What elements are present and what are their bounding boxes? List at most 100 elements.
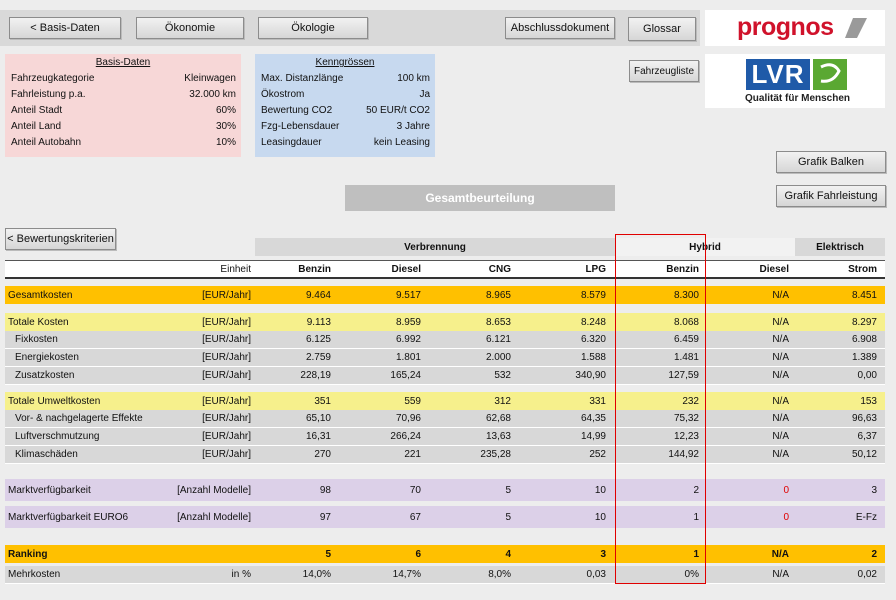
glossar-button[interactable]: Glossar — [628, 17, 696, 41]
cell: 5 — [505, 484, 511, 496]
cell: N/A — [772, 334, 789, 345]
cell: 13,63 — [485, 431, 511, 442]
cell: N/A — [772, 431, 789, 442]
kenn-value: Ja — [419, 88, 430, 100]
cell: 8.965 — [485, 289, 511, 301]
cell: N/A — [771, 548, 789, 560]
table-row-mehrkosten: Mehrkosten in % 14,0% 14,7% 8,0% 0,03 0%… — [5, 566, 885, 584]
basis-daten-button[interactable]: < Basis-Daten — [9, 17, 121, 39]
cell: 127,59 — [668, 370, 699, 381]
row-label: Klimaschäden — [15, 449, 78, 460]
row-label: Totale Umweltkosten — [8, 395, 101, 407]
cell: 1.588 — [580, 352, 606, 363]
col-header: LPG — [585, 263, 606, 275]
cell: 2 — [871, 548, 877, 560]
kenn-row: Fzg-Lebensdauer 3 Jahre — [255, 118, 435, 134]
basis-label: Anteil Land — [11, 120, 62, 132]
col-header: Diesel — [391, 263, 421, 275]
basis-row: Fahrleistung p.a. 32.000 km — [5, 86, 241, 102]
kenn-row: Ökostrom Ja — [255, 86, 435, 102]
basis-label: Fahrleistung p.a. — [11, 88, 86, 100]
row-unit: [EUR/Jahr] — [202, 413, 251, 424]
col-header: Strom — [848, 263, 877, 275]
col-header: CNG — [488, 263, 511, 275]
row-label: Ranking — [8, 548, 48, 560]
row-unit: [EUR/Jahr] — [202, 289, 251, 301]
cell: 6.121 — [485, 334, 511, 345]
cell: 6.320 — [580, 334, 606, 345]
row-unit: [EUR/Jahr] — [202, 334, 251, 345]
cell: 8.579 — [580, 289, 606, 301]
basis-value: 32.000 km — [189, 88, 236, 100]
basis-value: Kleinwagen — [184, 72, 236, 84]
cell: 70,96 — [395, 413, 421, 424]
cell: 10 — [594, 511, 606, 523]
bewertungskriterien-button[interactable]: < Bewertungskriterien — [5, 228, 116, 250]
cell: 8,0% — [488, 569, 511, 580]
basis-value: 60% — [215, 104, 236, 116]
cell: 8.300 — [673, 289, 699, 301]
lvr-logo: LVR Qualität für Menschen — [705, 54, 885, 108]
cell: 1 — [693, 511, 699, 523]
cell: 351 — [314, 395, 331, 407]
cell: 97 — [319, 511, 331, 523]
cell: 8.248 — [580, 316, 606, 328]
group-header-elektrisch: Elektrisch — [795, 238, 885, 256]
cell: N/A — [772, 289, 789, 301]
cell: 1.389 — [851, 352, 877, 363]
lvr-tagline: Qualität für Menschen — [745, 93, 851, 104]
cell: 8.297 — [851, 316, 877, 328]
row-label: Marktverfügbarkeit — [8, 484, 91, 496]
table-row-marktverfuegbarkeit: Marktverfügbarkeit [Anzahl Modelle] 98 7… — [5, 479, 885, 501]
cell: N/A — [772, 569, 789, 580]
cell: 221 — [404, 449, 421, 460]
table-row-fixkosten: Fixkosten [EUR/Jahr] 6.125 6.992 6.121 6… — [5, 331, 885, 349]
oekologie-button[interactable]: Ökologie — [258, 17, 368, 39]
cell: 12,23 — [673, 431, 699, 442]
cell: 6,37 — [857, 431, 877, 442]
cell: 9.464 — [305, 289, 331, 301]
cell: 228,19 — [300, 370, 331, 381]
kenn-label: Ökostrom — [261, 88, 305, 100]
kenn-row: Max. Distanzlänge 100 km — [255, 70, 435, 86]
fahrzeugliste-button[interactable]: Fahrzeugliste — [629, 60, 699, 82]
cell: 232 — [682, 395, 699, 407]
cell: 8.959 — [395, 316, 421, 328]
basis-row: Anteil Land 30% — [5, 118, 241, 134]
cell: 1.801 — [395, 352, 421, 363]
kenn-value: kein Leasing — [373, 136, 430, 148]
cell: 0,02 — [857, 569, 877, 580]
cell: 153 — [860, 395, 877, 407]
grafik-fahrleistung-button[interactable]: Grafik Fahrleistung — [776, 185, 886, 207]
cell: 340,90 — [575, 370, 606, 381]
cell: 1.481 — [673, 352, 699, 363]
group-header-verbrennung: Verbrennung — [255, 238, 615, 256]
col-header: Benzin — [666, 263, 699, 275]
header-einheit: Einheit — [220, 263, 251, 275]
col-header: Benzin — [298, 263, 331, 275]
cell: 235,28 — [480, 449, 511, 460]
cell: 144,92 — [668, 449, 699, 460]
cell: N/A — [772, 370, 789, 381]
table-row-klimaschaeden: Klimaschäden [EUR/Jahr] 270 221 235,28 2… — [5, 446, 885, 464]
row-unit: [EUR/Jahr] — [202, 395, 251, 407]
prognos-wedge-icon — [845, 18, 867, 38]
row-unit: [EUR/Jahr] — [202, 370, 251, 381]
cell: 9.517 — [395, 289, 421, 301]
table-row-vor-nachgelagerte-effekte: Vor- & nachgelagerte Effekte [EUR/Jahr] … — [5, 410, 885, 428]
cell: 62,68 — [485, 413, 511, 424]
row-label: Energiekosten — [15, 352, 79, 363]
oekonomie-button[interactable]: Ökonomie — [136, 17, 244, 39]
cell: 2.000 — [485, 352, 511, 363]
lvr-face-icon — [813, 59, 847, 90]
gesamtbeurteilung-title: Gesamtbeurteilung — [345, 185, 615, 211]
basis-daten-title: Basis-Daten — [95, 57, 151, 68]
row-label: Totale Kosten — [8, 316, 69, 328]
cell: 16,31 — [305, 431, 331, 442]
lvr-logo-text: LVR — [746, 59, 810, 90]
grafik-balken-button[interactable]: Grafik Balken — [776, 151, 886, 173]
cell: N/A — [772, 316, 789, 328]
abschlussdokument-button[interactable]: Abschlussdokument — [505, 17, 615, 39]
cell: 8.653 — [485, 316, 511, 328]
basis-row: Fahrzeugkategorie Kleinwagen — [5, 70, 241, 86]
